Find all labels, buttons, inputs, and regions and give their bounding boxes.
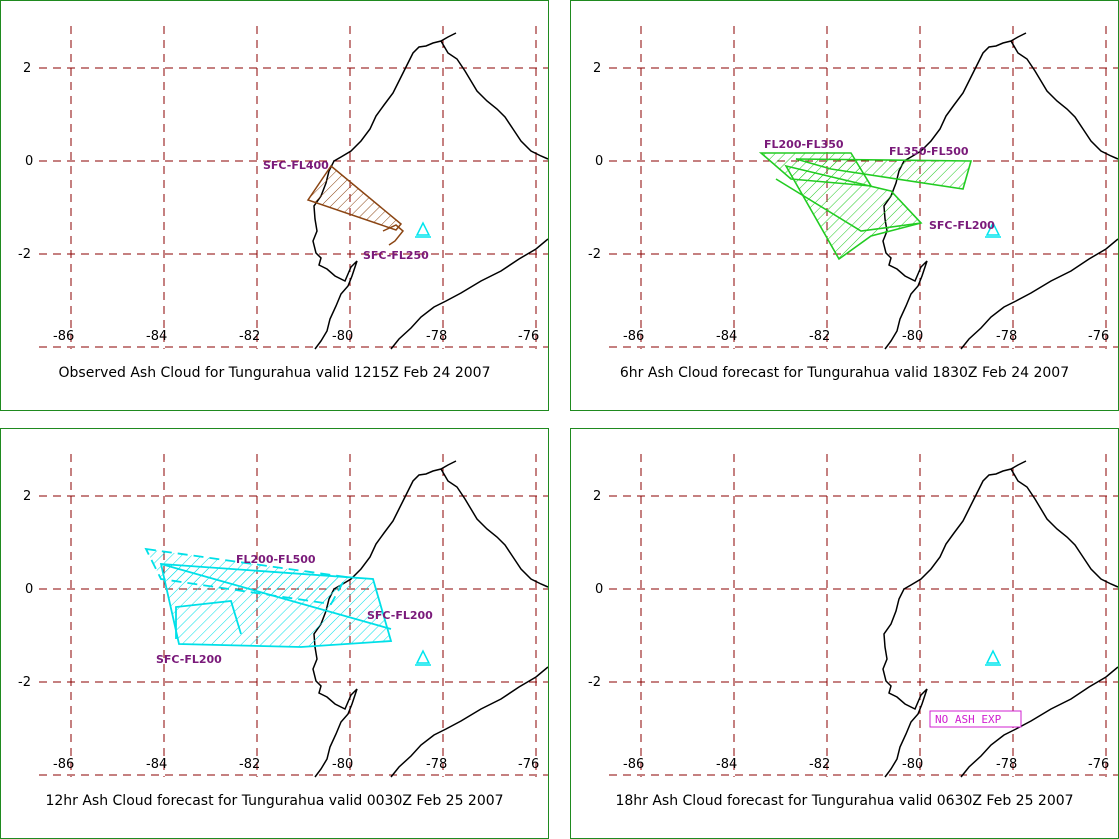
lon-label: -82: [239, 329, 260, 344]
lat-label: 2: [593, 489, 601, 504]
lon-label: -86: [53, 757, 74, 772]
lon-label: -78: [426, 329, 447, 344]
coastline: [882, 460, 1118, 778]
lon-label: -80: [902, 757, 923, 772]
lat-label: -2: [18, 247, 31, 262]
panel-18hr: 2 0 -2 -86 -84 -82 -80 -78 -76 NO ASH EX…: [570, 428, 1119, 839]
lon-tick-labels: -86 -84 -82 -80 -78 -76: [53, 757, 539, 772]
lat-label: 0: [25, 582, 33, 597]
panel-12hr: 2 0 -2 -86 -84 -82 -80 -78 -76 FL200-FL5…: [0, 428, 549, 839]
volcano-icon: [985, 649, 1001, 666]
lon-label: -80: [902, 329, 923, 344]
map-12hr: 2 0 -2 -86 -84 -82 -80 -78 -76 FL200-FL5…: [18, 454, 548, 778]
grid: [609, 26, 1118, 349]
volcano-icon: [985, 221, 1001, 238]
lon-label: -80: [332, 329, 353, 344]
lon-label: -76: [1088, 757, 1109, 772]
lat-label: 2: [23, 61, 31, 76]
panel-caption: 12hr Ash Cloud forecast for Tungurahua v…: [45, 793, 504, 809]
ash-polygon-sfc-fl200: [784, 164, 923, 261]
lon-tick-labels: -86 -84 -82 -80 -78 -76: [623, 757, 1109, 772]
lat-label: 0: [595, 582, 603, 597]
lat-label: 0: [595, 154, 603, 169]
ash-outline: [160, 563, 392, 630]
lat-label: -2: [18, 675, 31, 690]
panel-observed: 2 0 -2 -86 -84 -82 -80 -78 -76 SFC-FL400…: [0, 0, 549, 411]
map-observed: 2 0 -2 -86 -84 -82 -80 -78 -76 SFC-FL400…: [18, 26, 548, 350]
coastline: [882, 32, 1118, 350]
panel-caption: 6hr Ash Cloud forecast for Tungurahua va…: [619, 365, 1070, 381]
lat-label: 2: [593, 61, 601, 76]
lon-label: -80: [332, 757, 353, 772]
grid: [609, 454, 1118, 777]
lat-tick-labels: 2 0 -2: [588, 61, 603, 262]
lat-tick-labels: 2 0 -2: [18, 489, 33, 690]
lat-label: 2: [23, 489, 31, 504]
level-label: FL200-FL500: [236, 553, 316, 566]
level-label: FL350-FL500: [889, 145, 969, 158]
lat-label: 0: [25, 154, 33, 169]
level-label: SFC-FL200: [156, 653, 222, 666]
lon-label: -84: [146, 757, 167, 772]
lon-label: -76: [1088, 329, 1109, 344]
level-label: SFC-FL200: [929, 219, 995, 232]
forecast-6hr-ash-cloud: [758, 152, 973, 261]
no-ash-box: NO ASH EXP: [929, 710, 1022, 728]
lat-label: -2: [588, 675, 601, 690]
lon-label: -78: [996, 329, 1017, 344]
observed-ash-cloud: [306, 164, 405, 246]
map-6hr: 2 0 -2 -86 -84 -82 -80 -78 -76 FL200-FL3…: [588, 26, 1118, 350]
ash-outline-sfc-fl200-west: [175, 600, 242, 639]
lon-label: -76: [518, 329, 539, 344]
lon-label: -76: [518, 757, 539, 772]
lat-label: -2: [588, 247, 601, 262]
panel-6hr: 2 0 -2 -86 -84 -82 -80 -78 -76 FL200-FL3…: [570, 0, 1119, 411]
ash-polygon-fl350-fl500: [795, 158, 973, 190]
level-label: SFC-FL250: [363, 249, 429, 262]
level-label: SFC-FL400: [263, 159, 329, 172]
lon-label: -86: [53, 329, 74, 344]
volcano-icon: [415, 649, 431, 666]
ash-polyline-sfc-fl250: [382, 224, 405, 246]
lon-label: -84: [716, 757, 737, 772]
panel-caption: Observed Ash Cloud for Tungurahua valid …: [58, 365, 491, 381]
no-ash-label: NO ASH EXP: [935, 713, 1002, 726]
ash-polygon-sfc-fl400: [306, 164, 403, 231]
ash-outline: [775, 178, 922, 232]
lon-label: -84: [716, 329, 737, 344]
lon-label: -86: [623, 757, 644, 772]
level-label: FL200-FL350: [764, 138, 844, 151]
lon-label: -78: [426, 757, 447, 772]
volcano-icon: [415, 221, 431, 238]
level-label: SFC-FL200: [367, 609, 433, 622]
lat-tick-labels: 2 0 -2: [18, 61, 33, 262]
lon-label: -82: [809, 757, 830, 772]
lon-label: -84: [146, 329, 167, 344]
lon-label: -86: [623, 329, 644, 344]
panel-caption: 18hr Ash Cloud forecast for Tungurahua v…: [615, 793, 1074, 809]
lon-tick-labels: -86 -84 -82 -80 -78 -76: [53, 329, 539, 344]
lon-label: -82: [809, 329, 830, 344]
map-18hr: 2 0 -2 -86 -84 -82 -80 -78 -76 NO ASH EX…: [588, 454, 1118, 778]
lat-tick-labels: 2 0 -2: [588, 489, 603, 690]
lon-label: -78: [996, 757, 1017, 772]
lon-label: -82: [239, 757, 260, 772]
grid: [39, 26, 548, 349]
forecast-12hr-ash-cloud: [144, 547, 393, 648]
lon-tick-labels: -86 -84 -82 -80 -78 -76: [623, 329, 1109, 344]
